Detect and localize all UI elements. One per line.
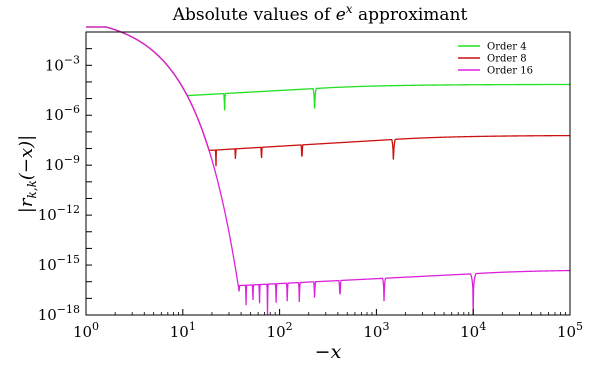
chart-title: Absolute values of ex approximant [172,2,468,25]
tick-label: 105 [557,320,583,341]
series-line-2 [86,26,571,316]
tick-label: 10−15 [38,253,80,274]
tick-label: 102 [267,320,293,341]
plot-area [86,26,571,316]
plot-frame [85,31,571,316]
tick-label: 10−12 [38,203,80,224]
tick-label: 10−6 [45,103,80,124]
y-axis-label: |rk,k(−x)| [16,135,39,213]
tick-label: 10−3 [45,53,80,74]
y-axis: 10−3 10−6 10−9 10−12 10−15 10−18 [38,31,92,324]
tick-label: 10−18 [38,303,80,324]
tick-label: 103 [363,320,389,341]
tick-label: 10−9 [45,153,80,174]
x-axis-label: −x [315,341,342,363]
x-axis: 100 101 102 103 104 105 [73,309,583,341]
tick-label: 101 [170,320,196,341]
tick-label: 100 [73,320,99,341]
tick-label: 104 [460,320,486,341]
legend-label: Order 16 [487,66,533,77]
legend-label: Order 4 [487,42,527,53]
legend-label: Order 8 [487,54,527,65]
